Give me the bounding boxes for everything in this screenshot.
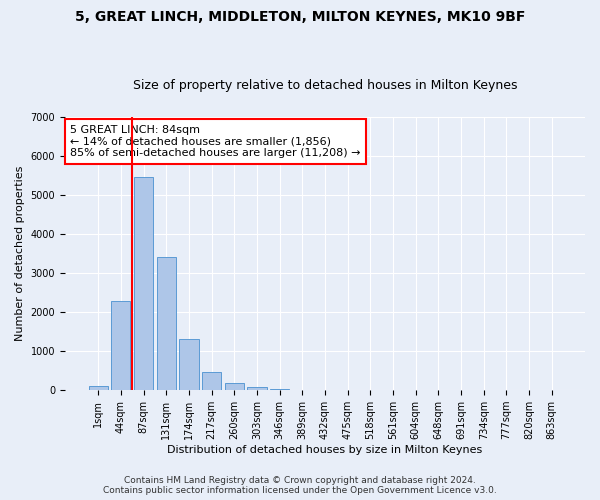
Bar — [179, 339, 199, 390]
X-axis label: Distribution of detached houses by size in Milton Keynes: Distribution of detached houses by size … — [167, 445, 482, 455]
Text: 5 GREAT LINCH: 84sqm
← 14% of detached houses are smaller (1,856)
85% of semi-de: 5 GREAT LINCH: 84sqm ← 14% of detached h… — [70, 125, 361, 158]
Title: Size of property relative to detached houses in Milton Keynes: Size of property relative to detached ho… — [133, 79, 517, 92]
Y-axis label: Number of detached properties: Number of detached properties — [15, 166, 25, 341]
Text: 5, GREAT LINCH, MIDDLETON, MILTON KEYNES, MK10 9BF: 5, GREAT LINCH, MIDDLETON, MILTON KEYNES… — [75, 10, 525, 24]
Bar — [247, 387, 266, 390]
Bar — [224, 383, 244, 390]
Bar — [157, 256, 176, 390]
Bar — [111, 301, 130, 390]
Bar — [270, 388, 289, 390]
Bar — [89, 386, 108, 390]
Bar — [202, 372, 221, 390]
Bar — [134, 178, 153, 390]
Text: Contains HM Land Registry data © Crown copyright and database right 2024.
Contai: Contains HM Land Registry data © Crown c… — [103, 476, 497, 495]
